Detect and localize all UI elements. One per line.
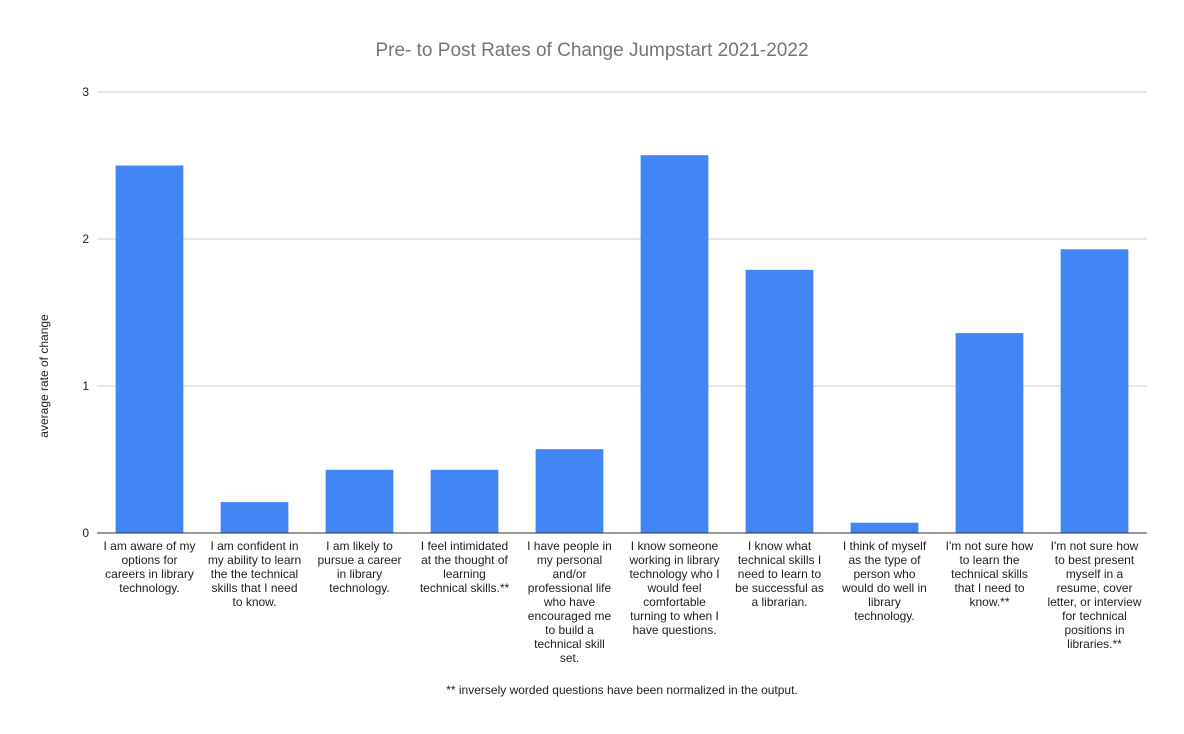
- x-tick-label: I am confident in my ability to learn the …: [208, 539, 301, 609]
- bar: [1060, 249, 1129, 534]
- x-tick-label-line: I am aware of my: [103, 539, 195, 553]
- x-tick-label: I know someone working in library technolo…: [628, 539, 719, 637]
- x-tick-label: I'm not sure how to best present myself in…: [1047, 539, 1141, 651]
- y-tick-label: 2: [82, 232, 89, 246]
- x-tick-label: I am likely to pursue a career in library t…: [317, 539, 401, 595]
- x-tick-label-line: technical skills I: [738, 553, 821, 567]
- bar: [640, 155, 709, 533]
- bars: [115, 155, 1129, 534]
- x-tick-label-line: technology.: [119, 581, 180, 595]
- bar: [745, 269, 814, 533]
- x-tick-label-line: libraries.**: [1067, 637, 1122, 651]
- x-tick-label-line: I feel intimidated: [421, 539, 508, 553]
- footnote: ** inversely worded questions have been …: [446, 683, 798, 697]
- bar: [430, 469, 499, 533]
- x-tick-label-line: at the thought of: [421, 553, 508, 567]
- x-tick-label-line: resume, cover: [1056, 581, 1132, 595]
- bar: [325, 469, 394, 533]
- x-tick-label-line: positions in: [1064, 623, 1124, 637]
- x-tick-label-line: that I need to: [954, 581, 1024, 595]
- x-tick-label-line: set.: [560, 651, 579, 665]
- x-tick-label-line: I know someone: [631, 539, 719, 553]
- y-tick-label: 1: [82, 379, 89, 393]
- x-tick-label: I feel intimidated at the thought of learn…: [420, 539, 510, 595]
- x-tick-label-line: would do well in: [841, 581, 927, 595]
- x-tick-label-line: have questions.: [632, 623, 716, 637]
- x-axis-labels: I am aware of my options for careers in li…: [103, 539, 1141, 665]
- x-tick-label-line: to build a: [545, 623, 594, 637]
- bar: [220, 502, 289, 533]
- x-tick-label-line: in library: [337, 567, 382, 581]
- x-tick-label-line: a librarian.: [751, 595, 807, 609]
- x-tick-label-line: I am confident in: [210, 539, 298, 553]
- x-tick-label-line: be successful as: [735, 581, 824, 595]
- x-tick-label-line: I'm not sure how: [1051, 539, 1139, 553]
- x-tick-label-line: professional life: [528, 581, 612, 595]
- bar: [850, 522, 919, 533]
- x-tick-label: I am aware of my options for careers in li…: [103, 539, 195, 595]
- x-tick-label-line: encouraged me: [528, 609, 612, 623]
- x-tick-label-line: learning: [443, 567, 486, 581]
- x-tick-label-line: library: [868, 595, 901, 609]
- x-tick-label: I have people in my personal and/or profess…: [527, 539, 612, 665]
- x-tick-label-line: for technical: [1062, 609, 1127, 623]
- x-tick-label-line: technical skills: [951, 567, 1028, 581]
- x-tick-label-line: I'm not sure how: [946, 539, 1034, 553]
- y-tick-label: 0: [82, 526, 89, 540]
- x-tick-label-line: I think of myself: [843, 539, 927, 553]
- x-tick-label-line: letter, or interview: [1047, 595, 1141, 609]
- x-tick-label-line: the the technical: [211, 567, 298, 581]
- x-tick-label-line: comfortable: [643, 595, 706, 609]
- x-tick-label-line: as the type of: [848, 553, 921, 567]
- x-tick-label-line: skills that I need: [211, 581, 297, 595]
- x-tick-label-line: technology.: [329, 581, 390, 595]
- y-axis-ticks: 0 1 2 3: [82, 85, 89, 540]
- x-tick-label-line: technical skill: [534, 637, 605, 651]
- x-tick-label-line: I have people in: [527, 539, 612, 553]
- x-tick-label-line: know.**: [969, 595, 1009, 609]
- y-axis-label: average rate of change: [37, 314, 51, 438]
- x-tick-label-line: would feel: [646, 581, 701, 595]
- x-tick-label-line: to best present: [1055, 553, 1135, 567]
- x-tick-label-line: turning to when I: [630, 609, 719, 623]
- x-tick-label-line: technology who I: [629, 567, 719, 581]
- x-tick-label-line: to learn the: [959, 553, 1019, 567]
- x-tick-label: I'm not sure how to learn the technical sk…: [946, 539, 1034, 609]
- bar: [115, 165, 184, 533]
- x-tick-label-line: careers in library: [105, 567, 194, 581]
- x-tick-label-line: to know.: [232, 595, 276, 609]
- x-tick-label-line: and/or: [552, 567, 586, 581]
- x-tick-label-line: options for: [121, 553, 177, 567]
- x-tick-label-line: technical skills.**: [420, 581, 510, 595]
- x-tick-label-line: need to learn to: [738, 567, 822, 581]
- x-tick-label-line: person who: [853, 567, 915, 581]
- x-tick-label-line: I know what: [748, 539, 812, 553]
- bar: [535, 449, 604, 533]
- x-tick-label-line: working in library: [628, 553, 719, 567]
- bar: [955, 333, 1024, 533]
- chart-title: Pre- to Post Rates of Change Jumpstart 2…: [375, 40, 808, 61]
- x-tick-label-line: my personal: [537, 553, 602, 567]
- x-tick-label-line: I am likely to: [326, 539, 393, 553]
- y-tick-label: 3: [82, 85, 89, 99]
- x-tick-label: I think of myself as the type of person wh…: [841, 539, 927, 623]
- x-tick-label-line: technology.: [854, 609, 915, 623]
- x-tick-label-line: my ability to learn: [208, 553, 301, 567]
- x-tick-label-line: pursue a career: [317, 553, 401, 567]
- x-tick-label-line: myself in a: [1066, 567, 1124, 581]
- x-tick-label-line: who have: [543, 595, 596, 609]
